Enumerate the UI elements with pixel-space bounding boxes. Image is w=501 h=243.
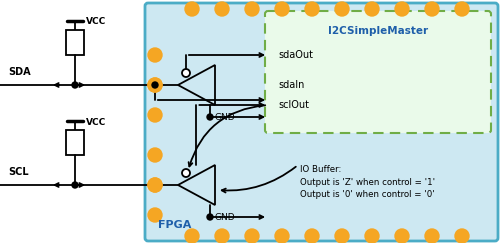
Text: IO Buffer:
Output is 'Z' when control = '1'
Output is '0' when control = '0': IO Buffer: Output is 'Z' when control = … <box>300 165 435 199</box>
Circle shape <box>335 2 349 16</box>
Circle shape <box>148 48 162 62</box>
Circle shape <box>148 108 162 122</box>
Text: VCC: VCC <box>86 17 106 26</box>
Circle shape <box>148 178 162 192</box>
Circle shape <box>72 82 78 88</box>
Circle shape <box>395 2 409 16</box>
Circle shape <box>148 78 162 92</box>
Text: SDA: SDA <box>8 67 31 77</box>
FancyBboxPatch shape <box>265 11 491 133</box>
Circle shape <box>148 78 162 92</box>
Circle shape <box>215 2 229 16</box>
Text: I2CSimpleMaster: I2CSimpleMaster <box>328 26 428 36</box>
Circle shape <box>455 229 469 243</box>
Circle shape <box>185 2 199 16</box>
Circle shape <box>152 82 158 88</box>
Circle shape <box>305 229 319 243</box>
Text: SCL: SCL <box>8 167 29 177</box>
Circle shape <box>148 148 162 162</box>
Circle shape <box>275 229 289 243</box>
Circle shape <box>365 2 379 16</box>
Text: sdaOut: sdaOut <box>278 50 313 60</box>
Bar <box>66 30 84 55</box>
Circle shape <box>148 178 162 192</box>
Circle shape <box>245 2 259 16</box>
Circle shape <box>152 182 158 188</box>
Text: FPGA: FPGA <box>158 220 191 230</box>
Circle shape <box>148 208 162 222</box>
Text: GND: GND <box>215 113 235 122</box>
Circle shape <box>425 229 439 243</box>
Circle shape <box>455 2 469 16</box>
Text: sdaIn: sdaIn <box>278 80 305 90</box>
Circle shape <box>182 69 190 77</box>
Bar <box>66 130 84 155</box>
Text: sclOut: sclOut <box>278 100 309 110</box>
Circle shape <box>185 229 199 243</box>
Circle shape <box>275 2 289 16</box>
Circle shape <box>72 182 78 188</box>
FancyBboxPatch shape <box>145 3 498 241</box>
Circle shape <box>215 229 229 243</box>
Circle shape <box>305 2 319 16</box>
Circle shape <box>207 114 213 120</box>
Circle shape <box>182 169 190 177</box>
Text: GND: GND <box>215 212 235 222</box>
Circle shape <box>245 229 259 243</box>
Text: VCC: VCC <box>86 118 106 127</box>
Circle shape <box>425 2 439 16</box>
Circle shape <box>152 82 158 88</box>
Circle shape <box>207 214 213 220</box>
Circle shape <box>365 229 379 243</box>
Circle shape <box>395 229 409 243</box>
Circle shape <box>335 229 349 243</box>
